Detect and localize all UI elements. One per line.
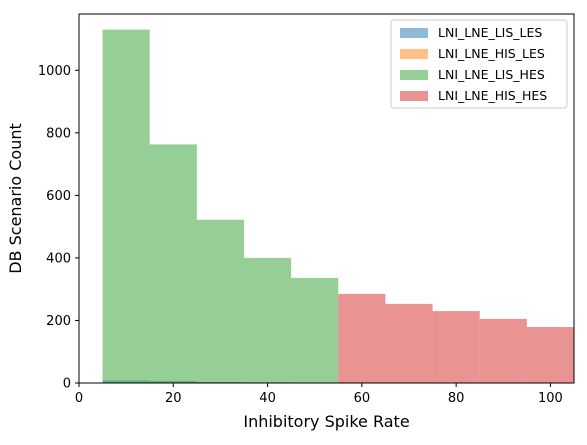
bar-lni-lne-lis-hes-4 xyxy=(291,278,338,383)
x-tick-label: 40 xyxy=(259,391,276,406)
y-tick-label: 600 xyxy=(46,189,71,204)
legend-label: LNI_LNE_HIS_HES xyxy=(438,88,547,103)
bar-lni-lne-his-hes-3 xyxy=(480,319,527,383)
x-tick-label: 60 xyxy=(354,391,371,406)
y-tick-label: 200 xyxy=(46,314,71,329)
y-tick-label: 400 xyxy=(46,251,71,266)
legend-swatch xyxy=(400,91,428,101)
legend-label: LNI_LNE_HIS_LES xyxy=(438,46,545,61)
y-axis-ticks: 0 200 400 600 800 1000 xyxy=(38,64,79,392)
bar-lni-lne-lis-hes-1 xyxy=(150,144,197,383)
y-tick-label: 1000 xyxy=(38,64,71,79)
bar-lni-lne-his-hes-4 xyxy=(527,327,574,383)
legend-swatch xyxy=(400,70,428,80)
x-tick-label: 0 xyxy=(75,391,83,406)
y-axis-label: DB Scenario Count xyxy=(6,123,25,274)
x-axis-ticks: 0 20 40 60 80 100 xyxy=(75,383,563,406)
x-tick-label: 20 xyxy=(165,391,182,406)
x-tick-label: 100 xyxy=(538,391,563,406)
legend: LNI_LNE_LIS_LES LNI_LNE_HIS_LES LNI_LNE_LI… xyxy=(391,20,567,108)
legend-swatch xyxy=(400,49,428,59)
legend-label: LNI_LNE_LIS_LES xyxy=(438,25,542,40)
bar-lni-lne-his-hes-2 xyxy=(433,311,480,383)
bar-lni-lne-lis-hes-0 xyxy=(103,30,150,383)
x-axis-label: Inhibitory Spike Rate xyxy=(243,412,409,431)
bar-lni-lne-his-hes-1 xyxy=(385,304,432,383)
x-tick-label: 80 xyxy=(448,391,465,406)
bar-lni-lne-his-hes-0 xyxy=(338,294,385,383)
legend-label: LNI_LNE_LIS_HES xyxy=(438,67,545,82)
legend-swatch xyxy=(400,28,428,38)
bar-lni-lne-lis-hes-3 xyxy=(244,258,291,383)
y-tick-label: 0 xyxy=(63,377,71,392)
bar-lni-lne-lis-hes-2 xyxy=(197,220,244,383)
y-tick-label: 800 xyxy=(46,126,71,141)
